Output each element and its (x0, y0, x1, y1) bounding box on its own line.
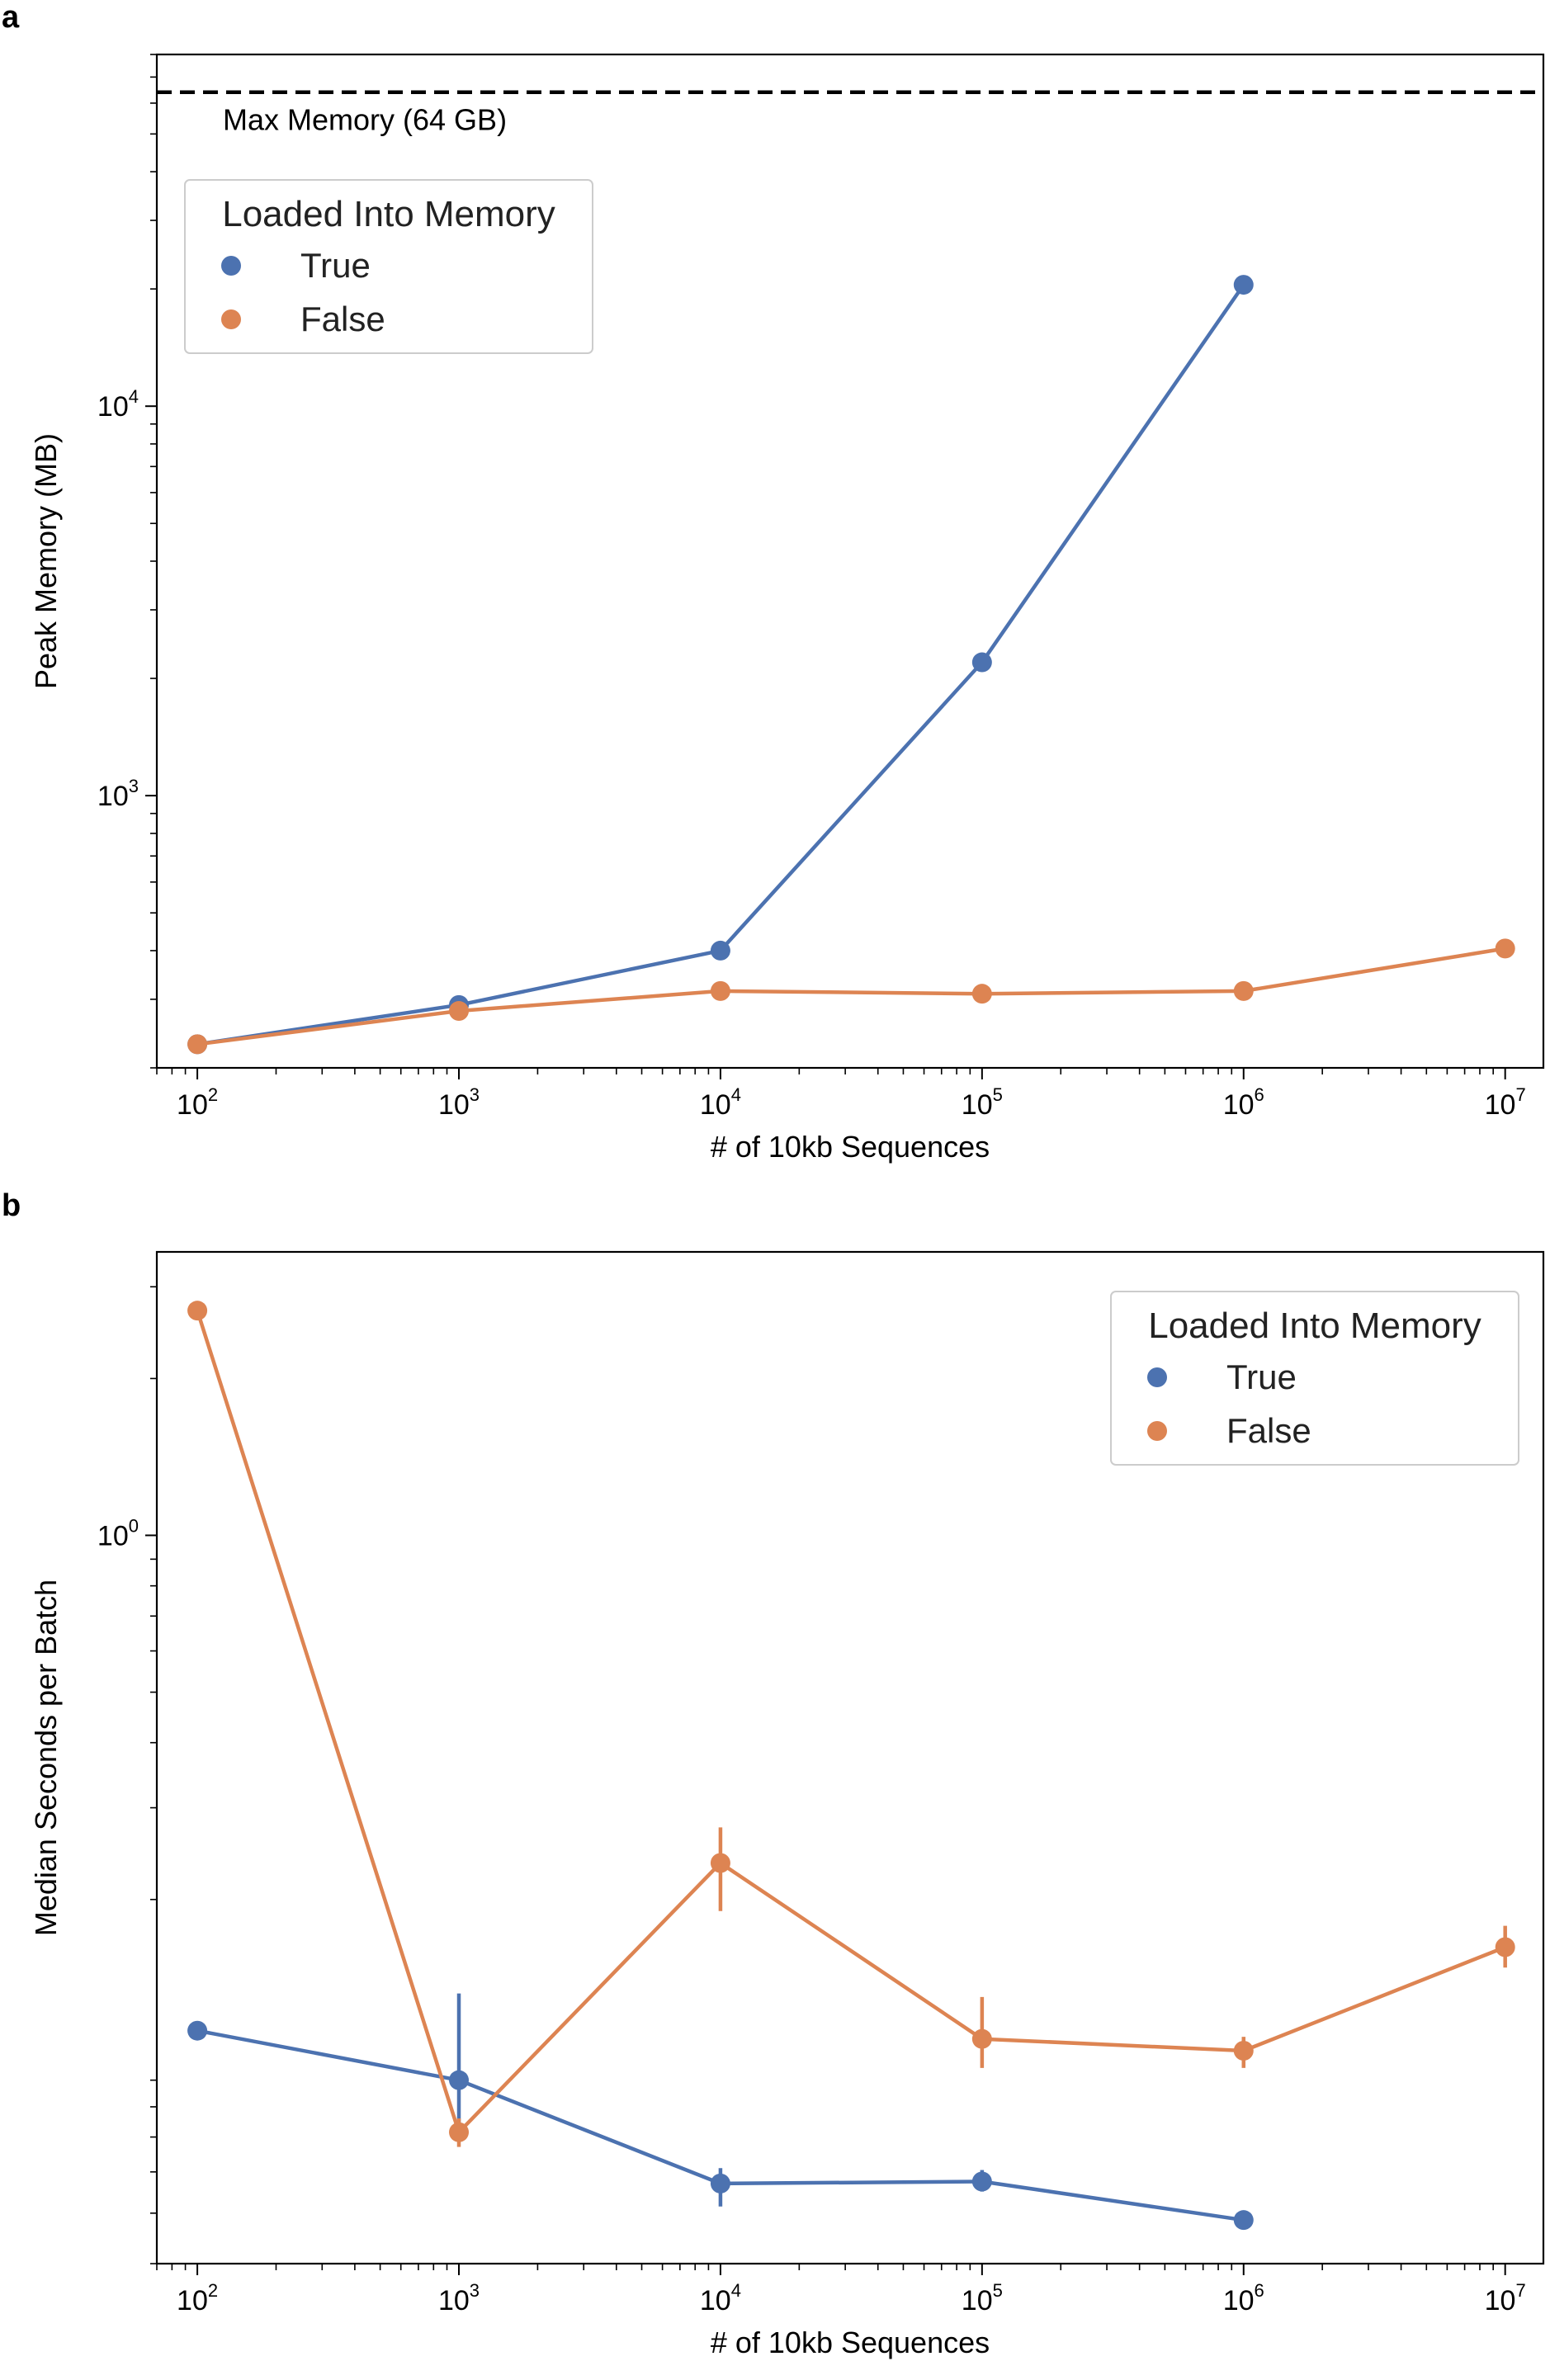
data-point-false (449, 2122, 470, 2142)
y-tick-label: 103 (97, 776, 139, 812)
y-tick-label: 104 (97, 386, 139, 423)
x-tick-label: 104 (700, 1084, 741, 1121)
max-memory-label: Max Memory (64 GB) (223, 103, 507, 137)
panel-label-b: b (2, 1188, 21, 1223)
data-point-false (1495, 1937, 1515, 1957)
data-point-true (710, 940, 730, 961)
x-tick-label: 103 (438, 1084, 480, 1121)
data-point-false (1233, 2041, 1254, 2061)
x-tick-label: 106 (1223, 1084, 1264, 1121)
legend-label-true: True (300, 246, 371, 285)
data-point-false (710, 980, 730, 1001)
data-point-true (971, 2171, 992, 2192)
data-point-false (1233, 980, 1254, 1001)
legend-title: Loaded Into Memory (1148, 1306, 1481, 1346)
legend-marker-true (221, 256, 241, 276)
series-false (187, 1301, 1515, 2147)
legend-title: Loaded Into Memory (222, 194, 555, 234)
x-tick-label: 107 (1485, 2280, 1526, 2316)
chart-panel-b: 102 103 104 105 106 107 100 # of 10kb Sequences… (29, 1250, 1545, 2359)
x-axis-label: # of 10kb Sequences (711, 2326, 990, 2359)
y-axis-label: Median Seconds per Batch (29, 1580, 63, 1936)
series-line-false (196, 947, 1506, 1046)
data-point-true (710, 2173, 730, 2193)
x-tick-label: 105 (962, 2280, 1003, 2316)
x-tick-label: 105 (962, 1084, 1003, 1121)
x-tick-label: 102 (177, 2280, 218, 2316)
series-true (187, 275, 1254, 1055)
x-tick-label: 107 (1485, 1084, 1526, 1121)
series-line-false (195, 1310, 1506, 2135)
y-axis-label: Peak Memory (MB) (29, 433, 63, 689)
legend-box (1110, 1291, 1519, 1466)
legend: Loaded Into Memory True False (1110, 1291, 1519, 1466)
panel-label-a: a (2, 0, 20, 35)
legend-label-false: False (300, 300, 385, 338)
y-tick-label: 100 (97, 1515, 139, 1551)
data-point-false (1495, 938, 1515, 959)
data-point-true (187, 2020, 208, 2041)
legend-marker-false (221, 309, 241, 329)
plot-frame (155, 1250, 1545, 2265)
data-point-false (449, 1001, 470, 1022)
legend-label-true: True (1226, 1358, 1297, 1396)
x-tick-label: 106 (1223, 2280, 1264, 2316)
data-point-true (1233, 275, 1254, 295)
data-point-false (187, 1034, 208, 1055)
data-point-false (971, 2028, 992, 2049)
legend-label-false: False (1226, 1411, 1311, 1450)
legend-marker-false (1147, 1421, 1167, 1441)
data-point-false (187, 1301, 208, 1321)
legend: Loaded Into Memory True False (184, 179, 593, 354)
data-point-true (449, 2070, 470, 2090)
chart-panel-a: 102 103 104 105 106 107 103 104 # of 10kb Sequen… (29, 53, 1545, 1164)
data-point-false (710, 1853, 730, 1873)
series-line-true (196, 283, 1245, 1046)
x-tick-label: 104 (700, 2280, 741, 2316)
x-tick-label: 102 (177, 1084, 218, 1121)
data-point-false (971, 984, 992, 1004)
legend-marker-true (1147, 1367, 1167, 1387)
series-false (187, 938, 1515, 1055)
data-point-true (971, 652, 992, 673)
x-axis-label: # of 10kb Sequences (711, 1130, 990, 1164)
data-point-true (1233, 2210, 1254, 2231)
legend-box (184, 179, 593, 354)
series-true (187, 1993, 1254, 2231)
x-tick-label: 103 (438, 2280, 480, 2316)
